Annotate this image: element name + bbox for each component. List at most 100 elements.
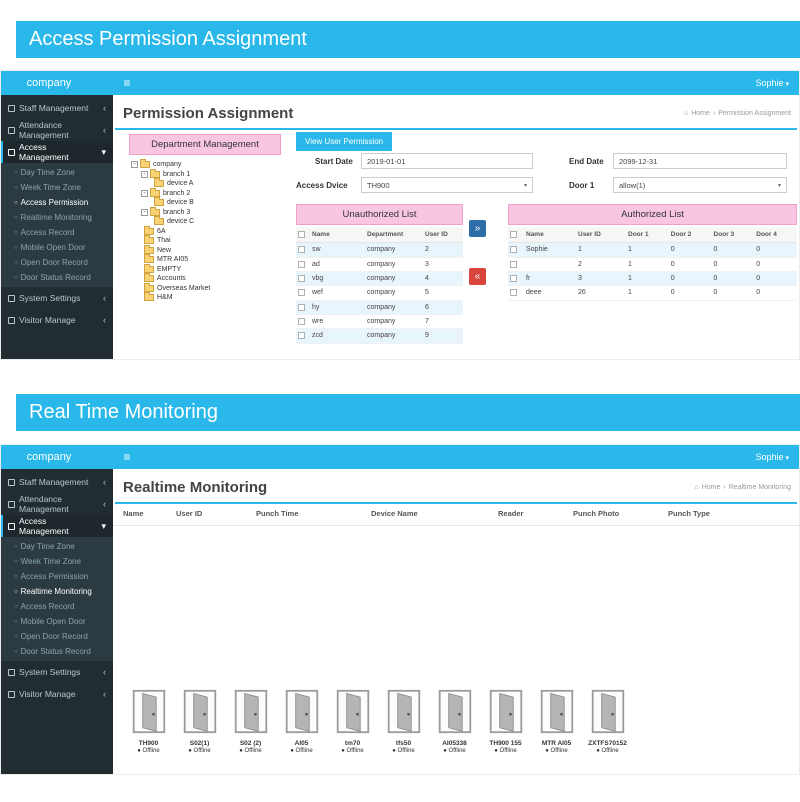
collapse-toggle-icon[interactable]: - [131, 161, 138, 169]
door-select[interactable]: allow(1) ▾ [613, 177, 787, 193]
sidebar-subitem-access-record[interactable]: ○ Access Record [1, 599, 113, 614]
authorized-row[interactable]: deee 26 1 0 0 0 [508, 285, 797, 301]
device-zxtfs70152[interactable]: ZXTFS70152 ● Offline [582, 689, 633, 754]
device-tfs50[interactable]: tfs50 ● Offline [378, 689, 429, 754]
sidebar-item-access-management[interactable]: Access Management ▾ [1, 141, 113, 163]
tree-node-thai[interactable]: Thai [131, 235, 279, 246]
cell: 1 [626, 242, 669, 258]
sidebar-item-visitor-manage[interactable]: Visitor Manage ‹ [1, 683, 113, 705]
device-tm70[interactable]: tm70 ● Offline [327, 689, 378, 754]
unauthorized-row[interactable]: vbg company 4 [296, 271, 463, 287]
sidebar-item-attendance-management[interactable]: Attendance Management ‹ [1, 119, 113, 141]
sidebar-subitem-week-time-zone[interactable]: ○ Week Time Zone [1, 180, 113, 195]
tree-node-new[interactable]: New [131, 244, 279, 256]
sidebar-subitem-day-time-zone[interactable]: ○ Day Time Zone [1, 539, 113, 554]
sidebar-subitem-access-record[interactable]: ○ Access Record [1, 225, 113, 240]
select-all-checkbox[interactable] [510, 231, 517, 238]
device-ai05338[interactable]: AI05338 ● Offline [429, 689, 480, 754]
sidebar-item-attendance-management[interactable]: Attendance Management ‹ [1, 493, 113, 515]
unauthorized-row[interactable]: ad company 3 [296, 257, 463, 272]
access-device-select[interactable]: TH900 ▾ [361, 177, 533, 193]
view-user-permission-button[interactable]: View User Permission [296, 132, 393, 151]
collapse-toggle-icon[interactable]: - [141, 170, 148, 178]
sidebar-subitem-open-door-record[interactable]: ○ Open Door Record [1, 629, 113, 644]
sidebar-subitem-open-door-record[interactable]: ○ Open Door Record [1, 255, 113, 270]
sidebar-item-label: Attendance Management [19, 494, 69, 514]
end-date-input[interactable] [613, 153, 787, 169]
row-checkbox[interactable] [298, 246, 305, 254]
breadcrumb-home[interactable]: Home [701, 483, 721, 491]
row-checkbox[interactable] [510, 246, 517, 254]
tree-node-overseas-market[interactable]: Overseas Market [131, 282, 279, 294]
sidebar-subitem-week-time-zone[interactable]: ○ Week Time Zone [1, 554, 113, 569]
tree-node-h-m[interactable]: H&M [131, 292, 279, 303]
authorized-row[interactable]: fr 3 1 0 0 0 [508, 271, 797, 287]
hamburger-menu-icon[interactable]: ≡ [123, 450, 131, 464]
folder-icon [154, 197, 164, 207]
transfer-left-button[interactable]: « [469, 268, 486, 285]
row-checkbox[interactable] [298, 289, 305, 297]
unauthorized-row[interactable]: wre company 7 [296, 314, 463, 330]
tree-node-device-b[interactable]: device B [131, 197, 279, 208]
row-checkbox[interactable] [298, 317, 305, 325]
device-ai05[interactable]: AI05 ● Offline [276, 689, 327, 754]
tree-node-mtr-ai05[interactable]: MTR AI05 [131, 254, 279, 265]
sidebar-item-system-settings[interactable]: System Settings ‹ [1, 287, 113, 309]
breadcrumb-home[interactable]: Home [691, 109, 710, 117]
sidebar-subitem-access-permission[interactable]: ○ Access Permission [1, 569, 113, 584]
department-panel-title: Department Management [129, 134, 281, 155]
start-date-input[interactable] [361, 153, 533, 169]
collapse-toggle-icon[interactable]: - [141, 208, 148, 216]
row-checkbox[interactable] [510, 274, 517, 282]
tree-node-company[interactable]: - company [131, 159, 279, 170]
tree-node-device-c[interactable]: device C [131, 216, 279, 227]
user-menu[interactable]: Sophie ▾ [755, 445, 789, 469]
tree-node-6a[interactable]: 6A [131, 225, 279, 237]
sidebar-item-access-management[interactable]: Access Management ▾ [1, 515, 113, 537]
row-checkbox[interactable] [510, 289, 517, 297]
cell: 4 [423, 271, 463, 287]
select-all-checkbox[interactable] [298, 231, 305, 238]
collapse-toggle-icon[interactable]: - [141, 189, 148, 197]
device-th900[interactable]: TH900 ● Offline [123, 689, 174, 754]
device-s02-1[interactable]: S02(1) ● Offline [174, 689, 225, 754]
sidebar-item-visitor-manage[interactable]: Visitor Manage ‹ [1, 309, 113, 331]
company-logo[interactable]: company [26, 77, 72, 89]
tree-node-empty[interactable]: EMPTY [131, 263, 279, 275]
sidebar-subitem-access-permission[interactable]: ○ Access Permission [1, 195, 113, 210]
sidebar-subitem-mobile-open-door[interactable]: ○ Mobile Open Door [1, 240, 113, 255]
device-th900-155[interactable]: TH900 155 ● Offline [480, 689, 531, 754]
transfer-right-button[interactable]: » [469, 220, 486, 237]
tree-node-device-a[interactable]: device A [131, 178, 279, 189]
unauthorized-row[interactable]: sw company 2 [296, 242, 463, 258]
unauthorized-row[interactable]: zcd company 9 [296, 328, 463, 344]
device-mtr-ai05[interactable]: MTR AI05 ● Offline [531, 689, 582, 754]
row-checkbox[interactable] [510, 260, 517, 268]
tree-node-branch-2[interactable]: - branch 2 [131, 187, 279, 199]
sidebar-item-label: Staff Management [19, 103, 89, 113]
sidebar-subitem-realtime-monitoring[interactable]: ○ Realtime Monitoring [1, 210, 113, 225]
unauthorized-row[interactable]: hy company 6 [296, 300, 463, 315]
user-menu[interactable]: Sophie ▾ [755, 71, 789, 95]
unauthorized-row[interactable]: wef company 5 [296, 285, 463, 301]
sidebar-item-staff-management[interactable]: Staff Management ‹ [1, 97, 113, 119]
authorized-row[interactable]: Sophie 1 1 0 0 0 [508, 242, 797, 258]
hamburger-menu-icon[interactable]: ≡ [123, 76, 131, 90]
sidebar-subitem-door-status-record[interactable]: ○ Door Status Record [1, 644, 113, 659]
tree-node-accounts[interactable]: Accounts [131, 273, 279, 284]
device-s02-2[interactable]: S02 (2) ● Offline [225, 689, 276, 754]
sidebar-subitem-day-time-zone[interactable]: ○ Day Time Zone [1, 165, 113, 180]
sidebar-item-system-settings[interactable]: System Settings ‹ [1, 661, 113, 683]
sidebar-subitem-realtime-monitoring[interactable]: ○ Realtime Monitoring [1, 584, 113, 599]
sidebar-item-staff-management[interactable]: Staff Management ‹ [1, 471, 113, 493]
row-checkbox[interactable] [298, 260, 305, 268]
row-checkbox[interactable] [298, 303, 305, 311]
company-logo[interactable]: company [26, 451, 72, 463]
tree-node-branch-3[interactable]: - branch 3 [131, 206, 279, 218]
tree-node-branch-1[interactable]: - branch 1 [131, 168, 279, 180]
sidebar-subitem-mobile-open-door[interactable]: ○ Mobile Open Door [1, 614, 113, 629]
row-checkbox[interactable] [298, 274, 305, 282]
row-checkbox[interactable] [298, 332, 305, 340]
sidebar-subitem-door-status-record[interactable]: ○ Door Status Record [1, 270, 113, 285]
